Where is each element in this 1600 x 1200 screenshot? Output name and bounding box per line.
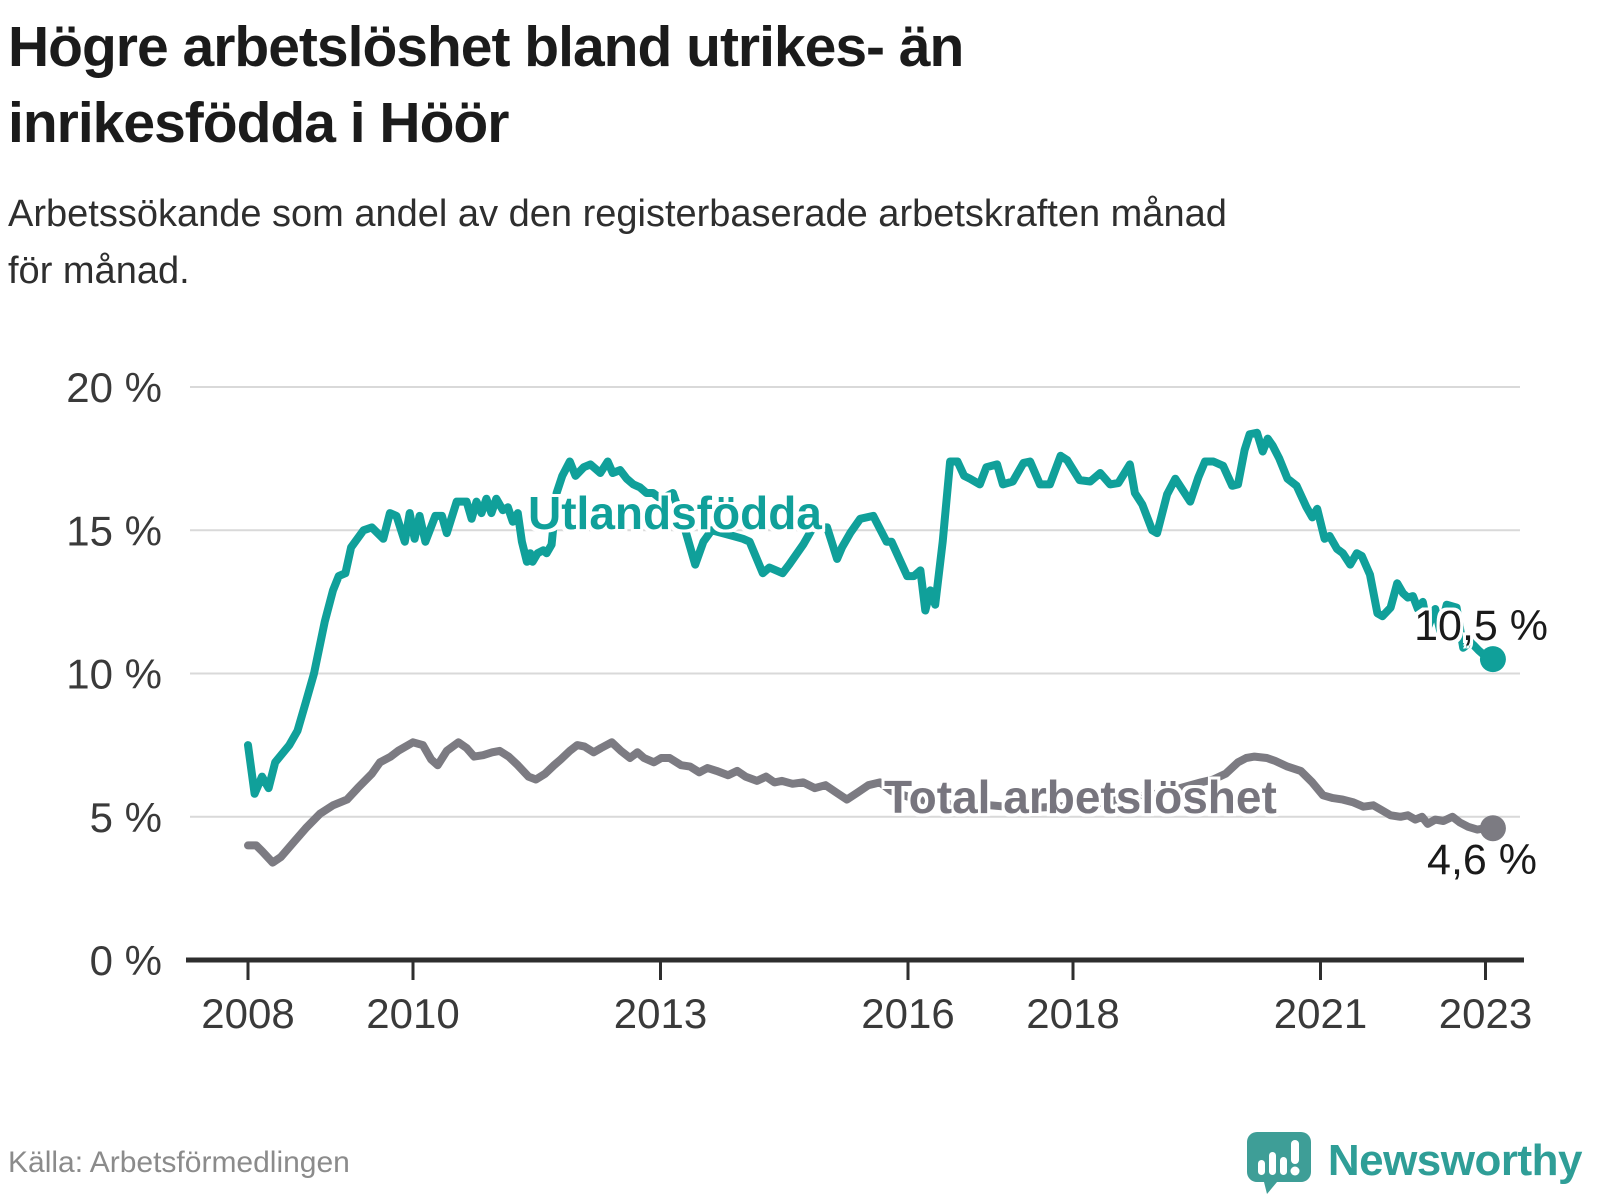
y-axis-label: 15 % bbox=[66, 507, 162, 554]
x-axis-label: 2008 bbox=[201, 990, 294, 1037]
series-label-utlandsfodda: Utlandsfödda bbox=[528, 487, 822, 539]
end-value-label-utlandsfodda: 10,5 % bbox=[1414, 602, 1548, 650]
x-axis-label: 2021 bbox=[1274, 990, 1367, 1037]
x-axis-label: 2023 bbox=[1439, 990, 1532, 1037]
series-end-dot-total bbox=[1479, 815, 1506, 842]
x-axis-label: 2018 bbox=[1026, 990, 1119, 1037]
page-title-line-1: Högre arbetslöshet bland utrikes- än bbox=[8, 15, 964, 79]
newsworthy-wordmark: Newsworthy bbox=[1327, 1136, 1583, 1185]
x-axis-label: 2010 bbox=[366, 990, 459, 1037]
chart-subtitle: Arbetssökande som andel av den registerb… bbox=[8, 186, 1568, 300]
y-axis-label: 20 % bbox=[66, 364, 162, 411]
bar-chart-speech-bubble-icon bbox=[1246, 1132, 1311, 1194]
chart-subtitle-line-1: Arbetssökande som andel av den registerb… bbox=[8, 193, 1227, 235]
x-axis-label: 2016 bbox=[861, 990, 954, 1037]
page-title-line-2: inrikesfödda i Höör bbox=[8, 90, 509, 155]
series-end-dot-utlandsfodda bbox=[1479, 646, 1506, 673]
end-value-label-total: 4,6 % bbox=[1427, 836, 1537, 884]
y-axis-label: 5 % bbox=[90, 794, 162, 841]
x-axis-label: 2013 bbox=[614, 990, 707, 1037]
source-note: Källa: Arbetsförmedlingen bbox=[8, 1146, 350, 1179]
y-axis-label: 10 % bbox=[66, 651, 162, 698]
series-label-total-arbetsloshet: Total arbetslöshet bbox=[884, 771, 1277, 823]
series-line-utlandsfodda bbox=[244, 428, 1497, 798]
newsworthy-branding: Newsworthy bbox=[1244, 1124, 1583, 1198]
page-title: Högre arbetslöshet bland utrikes- än inr… bbox=[8, 10, 1408, 162]
series-line-total bbox=[244, 738, 1497, 867]
chart-subtitle-line-2: för månad. bbox=[8, 250, 190, 292]
y-axis-label: 0 % bbox=[90, 937, 162, 984]
